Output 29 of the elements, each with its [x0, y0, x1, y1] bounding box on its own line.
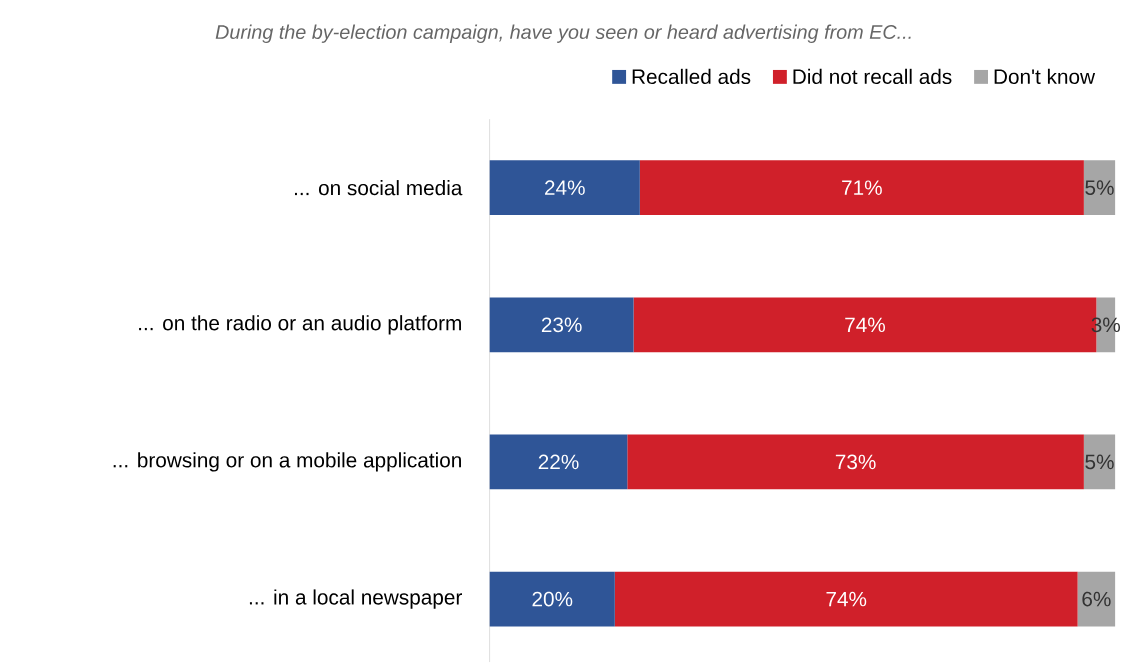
bar	[1083, 434, 1116, 490]
chart-title: During the by-election campaign, have you seen or heard advertising from EC...	[215, 24, 911, 44]
data-label: 6%	[1082, 591, 1111, 607]
bar	[614, 571, 1078, 627]
y-tick-label: ... on social media	[294, 180, 463, 196]
bar	[489, 571, 615, 627]
data-label: 5%	[1085, 180, 1114, 196]
bar	[639, 160, 1084, 216]
data-label: 5%	[1085, 454, 1114, 470]
legend-label: Recalled ads	[632, 68, 751, 85]
bar	[1083, 160, 1116, 216]
data-label: 20%	[532, 591, 573, 607]
legend-label: Don't know	[994, 68, 1096, 85]
bar	[489, 434, 628, 490]
y-tick-label: ... browsing or on a mobile application	[113, 452, 461, 472]
y-tick-label: ... in a local newspaper	[249, 589, 462, 609]
data-label: 24%	[545, 180, 585, 196]
data-label: 23%	[541, 317, 582, 333]
data-label: 71%	[842, 180, 882, 196]
legend-label: Did not recall ads	[793, 68, 952, 85]
bar	[489, 160, 640, 216]
data-label: 74%	[845, 317, 886, 333]
bar	[627, 434, 1084, 490]
y-tick-label: ... on the radio or an audio platform	[139, 315, 461, 335]
bar	[489, 297, 634, 353]
data-label: 22%	[538, 454, 579, 470]
bar	[1077, 571, 1116, 627]
data-label: 74%	[826, 591, 867, 607]
data-label: 73%	[835, 454, 876, 470]
